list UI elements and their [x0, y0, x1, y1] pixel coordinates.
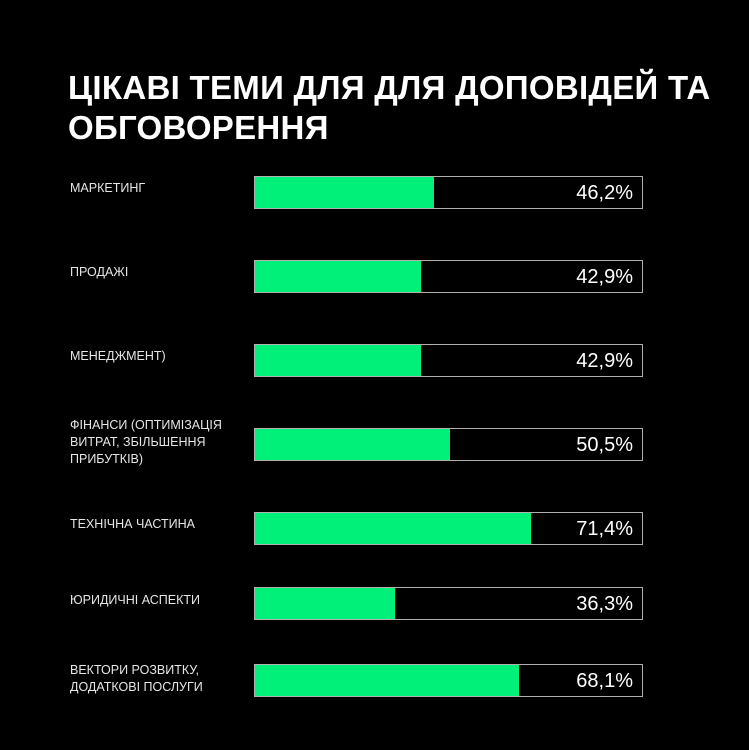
data-label: 71,4%	[576, 518, 633, 540]
category-label: МАРКЕТИНГ	[70, 181, 146, 195]
chart-title: ЦІКАВІ ТЕМИ ДЛЯ ДЛЯ ДОПОВІДЕЙ ТА ОБГОВОР…	[68, 69, 711, 146]
bar-track: 42,9%	[254, 344, 643, 377]
data-label: 68,1%	[576, 670, 633, 692]
bar	[255, 665, 519, 696]
data-label: 46,2%	[576, 182, 633, 204]
bar	[255, 429, 451, 460]
category-label: ПРОДАЖІ	[70, 265, 129, 279]
category-label: ТЕХНІЧНА ЧАСТИНА	[70, 517, 195, 531]
bar-track: 50,5%	[254, 428, 643, 461]
bar-track: 46,2%	[254, 176, 643, 209]
bar	[255, 588, 396, 619]
category-label: ВЕКТОРИ РОЗВИТКУ, ДОДАТКОВІ ПОСЛУГИ	[70, 663, 203, 694]
bar-track: 68,1%	[254, 664, 643, 697]
data-label: 36,3%	[576, 593, 633, 615]
bar	[255, 345, 422, 376]
bar-track: 42,9%	[254, 260, 643, 293]
category-label: ЮРИДИЧНІ АСПЕКТИ	[70, 593, 201, 607]
category-label: МЕНЕДЖМЕНТ)	[70, 349, 166, 363]
bar	[255, 177, 434, 208]
data-label: 42,9%	[576, 350, 633, 372]
bar-track: 71,4%	[254, 512, 643, 545]
category-label: ФІНАНСИ (ОПТИМІЗАЦІЯ ВИТРАТ, ЗБІЛЬШЕННЯ …	[70, 418, 222, 466]
data-label: 50,5%	[576, 434, 633, 456]
data-label: 42,9%	[576, 266, 633, 288]
bar	[255, 513, 532, 544]
bar-track: 36,3%	[254, 587, 643, 620]
bar	[255, 261, 422, 292]
